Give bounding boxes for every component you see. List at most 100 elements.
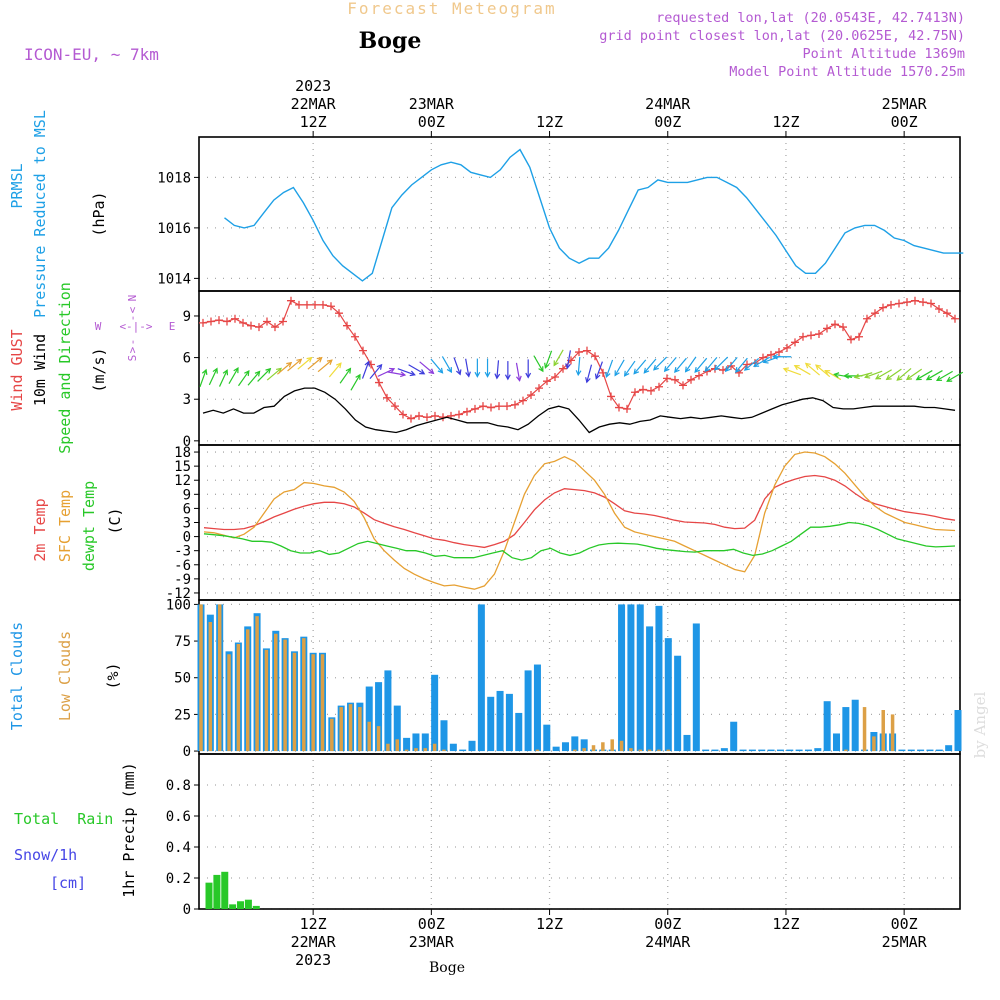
wind-arrow-head (376, 363, 383, 370)
wind-arrow (864, 370, 883, 379)
gust-point (303, 300, 311, 309)
gust-point (455, 410, 463, 419)
wind-arrow-head (575, 370, 582, 377)
low-cloud-bar (358, 707, 362, 752)
gust-point (799, 332, 807, 341)
wind-arrow-head (824, 369, 831, 376)
wind-arrow-shaft (228, 367, 239, 385)
wind-arrow-shaft (237, 370, 250, 387)
wind-arrow-shaft (595, 361, 603, 379)
gust-point (831, 320, 839, 329)
low-cloud-bar (311, 654, 315, 752)
wind-arrow-shaft (906, 368, 923, 380)
total-cloud-bar (431, 674, 439, 752)
total-cloud-bar (664, 638, 672, 752)
wind-arrow (504, 361, 511, 381)
wind-arrow-head (565, 363, 571, 370)
wind-arrow-head (793, 364, 800, 371)
pressure-panel: 1014 1016 1018 (157, 136, 964, 292)
top-title: Forecast Meteogram (347, 0, 556, 18)
svg-text:<-|->: <-|-> (119, 320, 152, 333)
wind-arrow (743, 358, 760, 371)
total-cloud-bar (683, 734, 691, 752)
wind-arrow-head (465, 371, 471, 378)
wind-arrow-head (771, 353, 778, 360)
wind-arrow-shaft (896, 367, 912, 381)
bottom-tick-label: 23MAR (409, 933, 455, 951)
low-cloud-bar (302, 638, 306, 752)
wind-ylabel-wind: 10m Wind (31, 334, 49, 406)
wind-arrow-shaft (643, 358, 657, 374)
wind-arrow-shaft (805, 363, 821, 376)
precip-ylabel: 1hr Precip (mm) (120, 762, 138, 897)
low-cloud-bar (264, 649, 269, 752)
clouds-ylabel: Total Clouds Low Clouds (%) (8, 622, 122, 730)
wind-arrow (714, 356, 729, 371)
gust-point (391, 402, 399, 411)
top-tick-label: 12Z (536, 113, 563, 131)
svg-text:>: > (126, 346, 139, 353)
total-cloud-bar (926, 749, 934, 752)
gust-point (791, 338, 799, 347)
location-title: Boge (359, 28, 422, 54)
wind-arrow-head (222, 369, 229, 376)
total-cloud-bar (945, 745, 953, 752)
gust-point (839, 323, 847, 332)
wind-arrow-head (885, 374, 892, 381)
wind-arrow-shaft (350, 374, 361, 391)
gust-point (255, 323, 263, 332)
total-cloud-bar (907, 749, 915, 752)
wind-arrow-head (400, 371, 407, 378)
wind-arrow-head (446, 367, 453, 374)
wind-arrow-head (212, 367, 218, 374)
gust-point (919, 298, 927, 307)
wind-arrow-head (316, 356, 323, 363)
gust-point (823, 324, 831, 333)
ytick-label: 12 (174, 473, 191, 489)
wind-arrow (397, 368, 416, 377)
wind-arrow-head (782, 367, 789, 373)
rain-bar (205, 882, 213, 909)
top-tick-label: 00Z (891, 113, 918, 131)
wind-arrow (824, 369, 842, 381)
wind-arrow (896, 367, 912, 381)
wind-arrow (350, 373, 361, 391)
pressure-ylabel-2: Pressure Reduced to MSL (31, 110, 49, 318)
wind-arrow-head (265, 367, 272, 374)
total-cloud-bar (496, 690, 504, 752)
low-cloud-bar (376, 726, 381, 752)
low-cloud-bar (591, 745, 596, 752)
wind-arrow (735, 357, 748, 373)
wind-arrow-head (244, 370, 250, 377)
wind-arrow-shaft (453, 357, 461, 375)
compass-south: S (126, 355, 139, 362)
wind-arrow-shaft (714, 356, 729, 371)
wind-arrow (277, 361, 293, 375)
gust-point (863, 314, 871, 323)
wind-arrow-shaft (783, 368, 802, 376)
wind-arrow-shaft (725, 356, 738, 372)
low-cloud-bar (610, 739, 614, 752)
wind-arrow-head (935, 375, 943, 382)
wind-arrow-head (704, 366, 711, 373)
wind-arrow-shaft (397, 368, 415, 376)
wind-arrow (441, 356, 453, 374)
wind-arrow-head (409, 370, 416, 377)
wind-arrow (623, 360, 636, 377)
wind-arrow-shaft (199, 369, 207, 388)
top-tick-label: 2023 (295, 77, 331, 95)
wind-arrow-shaft (408, 364, 425, 375)
total-cloud-bar (571, 736, 579, 752)
wind-arrow (525, 359, 532, 379)
wind-arrow (771, 353, 792, 360)
wind-arrow-shaft (854, 372, 873, 378)
wind-arrow-shaft (387, 371, 406, 376)
gust-point (879, 303, 887, 312)
total-cloud-bar (543, 724, 551, 752)
panel-frame (198, 753, 961, 910)
gust-point (607, 392, 615, 401)
clouds-panel: 0 25 50 75 100 (166, 597, 962, 760)
wind-arrow-shaft (926, 370, 943, 381)
gust-point (695, 371, 703, 380)
total-cloud-bar (767, 749, 775, 752)
